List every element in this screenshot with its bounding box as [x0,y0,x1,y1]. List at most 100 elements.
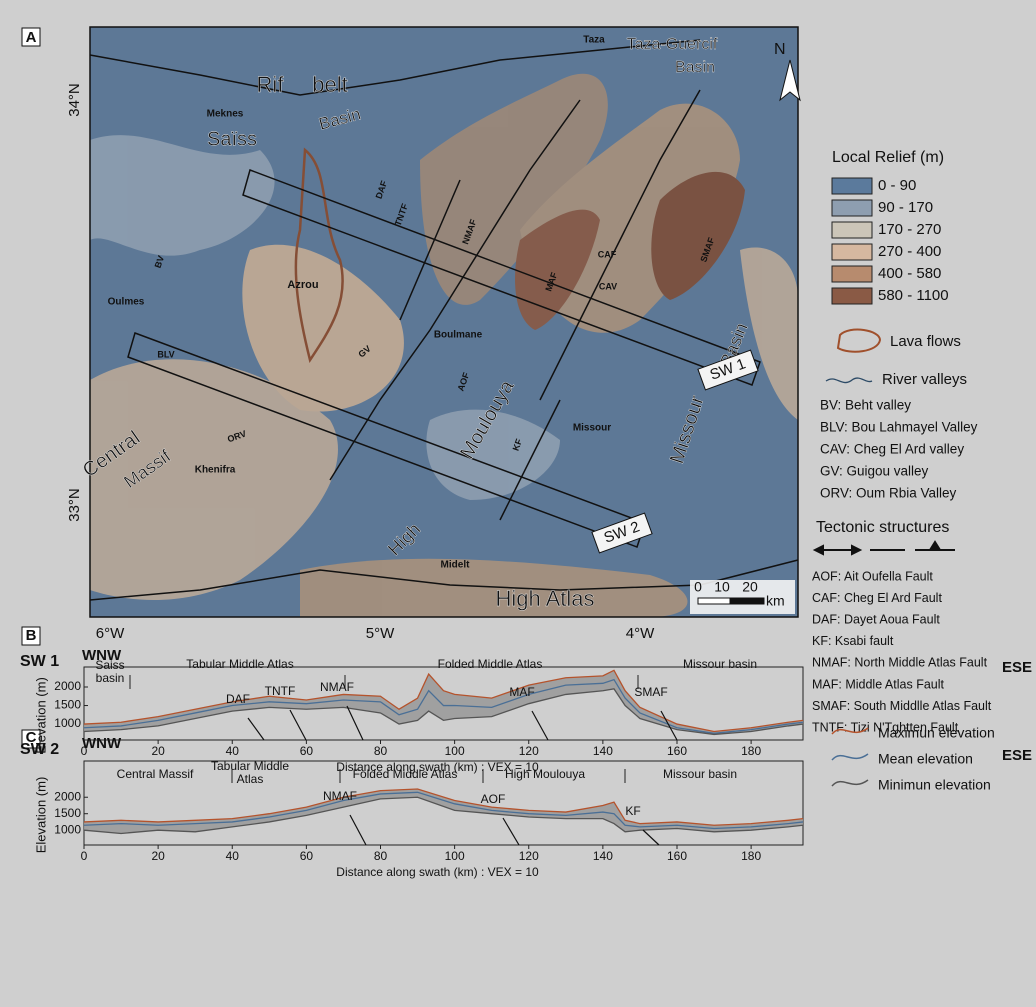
panel-label: A [26,29,37,46]
profile-title: SW 2 [20,741,59,758]
legend-series: Minimun elevation [878,777,991,793]
region-label: Saiss basin [90,659,130,685]
legend-series: Mean elevation [878,751,973,767]
latitude-label: 34°N [66,83,83,117]
y-tick-label: 2000 [54,679,81,693]
direction-left: WNW [82,735,122,752]
region-label: Tabular Middle Atlas [210,760,290,786]
map-label: Taza [583,35,605,46]
y-tick-label: 1000 [54,716,81,730]
fault-item: MAF: Middle Atlas Fault [812,677,945,691]
valley-item: GV: Guigou valley [820,464,929,479]
fault-label: TNTF [265,684,296,698]
region-label: High Moulouya [505,767,585,781]
map-label: belt [312,72,347,97]
fault-label: DAF [226,692,250,706]
valley-item: CAV: Cheg El Ard valley [820,442,964,457]
relief-swatch [832,266,872,282]
x-tick-label: 160 [667,744,687,758]
x-tick-label: 40 [226,849,240,863]
page: A34°N33°N6°W5°W4°WRifbeltTazaTaza-Guerci… [0,0,1036,1007]
x-tick-label: 120 [519,744,539,758]
map-label: Meknes [207,109,244,120]
region-label: Missour basin [663,767,737,781]
longitude-label: 5°W [366,625,395,642]
scale-unit: km [766,593,785,609]
valley-item: ORV: Oum Rbia Valley [820,486,957,501]
x-tick-label: 160 [667,849,687,863]
fault-item: AOF: Ait Oufella Fault [812,569,933,583]
map-label: Midelt [441,560,471,571]
legend-tectonic: Tectonic structures [816,519,949,536]
legend-lava: Lava flows [890,333,961,350]
x-tick-label: 60 [300,849,314,863]
x-tick-label: 80 [374,744,388,758]
fault-label: NMAF [320,680,354,694]
scale-tick-label: 20 [742,579,758,595]
x-tick-label: 180 [741,744,761,758]
region-label: Folded Middle Atlas [438,657,543,671]
relief-swatch [832,200,872,216]
map-label: Boulmane [434,330,483,341]
north-label: N [774,41,786,58]
relief-swatch [832,244,872,260]
profile-title: SW 1 [20,653,59,670]
relief-swatch [832,288,872,304]
map-label: Azrou [287,279,318,291]
relief-label: 400 - 580 [878,265,941,282]
relief-swatch [832,178,872,194]
x-tick-label: 80 [374,849,388,863]
x-tick-label: 140 [593,849,613,863]
y-tick-label: 1500 [54,806,81,820]
fault-label: MAF [509,685,534,699]
latitude-label: 33°N [66,488,83,522]
scale-tick-label: 10 [714,579,730,595]
fault-label: AOF [481,792,506,806]
region-label-box: Saiss basin [90,659,130,687]
x-tick-label: 140 [593,744,613,758]
scale-tick-label: 0 [694,579,702,595]
y-tick-label: 1500 [54,698,81,712]
y-tick-label: 1000 [54,822,81,836]
fault-label: KF [625,804,640,818]
fault-item: KF: Ksabi fault [812,634,894,648]
fault-item: CAF: Cheg El Ard Fault [812,591,942,605]
relief-swatch [832,222,872,238]
map-label: CAV [599,281,617,291]
direction-right: ESE [1002,659,1032,676]
valley-item: BLV: Bou Lahmayel Valley [820,420,978,435]
map-label: Saïss [207,128,257,150]
map-label: Missour [573,423,611,434]
valley-item: BV: Beht valley [820,398,911,413]
region-label-box: Tabular Middle Atlas [210,760,290,788]
x-tick-label: 20 [151,849,165,863]
legend-title: Local Relief (m) [832,149,944,166]
longitude-label: 4°W [626,625,655,642]
x-tick-label: 40 [226,744,240,758]
map-label: High Atlas [495,586,594,611]
relief-label: 0 - 90 [878,177,916,194]
map-label: Rif [257,72,285,97]
map-label: BLV [157,349,174,359]
legend-series: Maximun elevation [878,725,995,741]
map-label: Khenifra [195,465,236,476]
relief-label: 270 - 400 [878,243,941,260]
relief-label: 580 - 1100 [878,287,949,304]
fault-item: SMAF: South Middlle Atlas Fault [812,699,992,713]
map-label: Basin [675,59,715,76]
y-axis-label: Elevation (m) [33,777,48,854]
map-label: Oulmes [108,297,145,308]
fault-item: NMAF: North Middle Atlas Fault [812,656,988,670]
scale-bar [730,598,764,604]
direction-right: ESE [1002,747,1032,764]
x-tick-label: 100 [445,849,465,863]
relief-label: 170 - 270 [878,221,941,238]
x-tick-label: 60 [300,744,314,758]
y-tick-label: 2000 [54,789,81,803]
fault-item: DAF: Dayet Aoua Fault [812,612,940,626]
x-axis-label: Distance along swath (km) : VEX = 10 [336,865,539,879]
longitude-label: 6°W [96,625,125,642]
region-label: Folded Middle Atlas [353,767,458,781]
region-label: Tabular Middle Atlas [186,657,293,671]
region-label: Missour basin [683,657,757,671]
